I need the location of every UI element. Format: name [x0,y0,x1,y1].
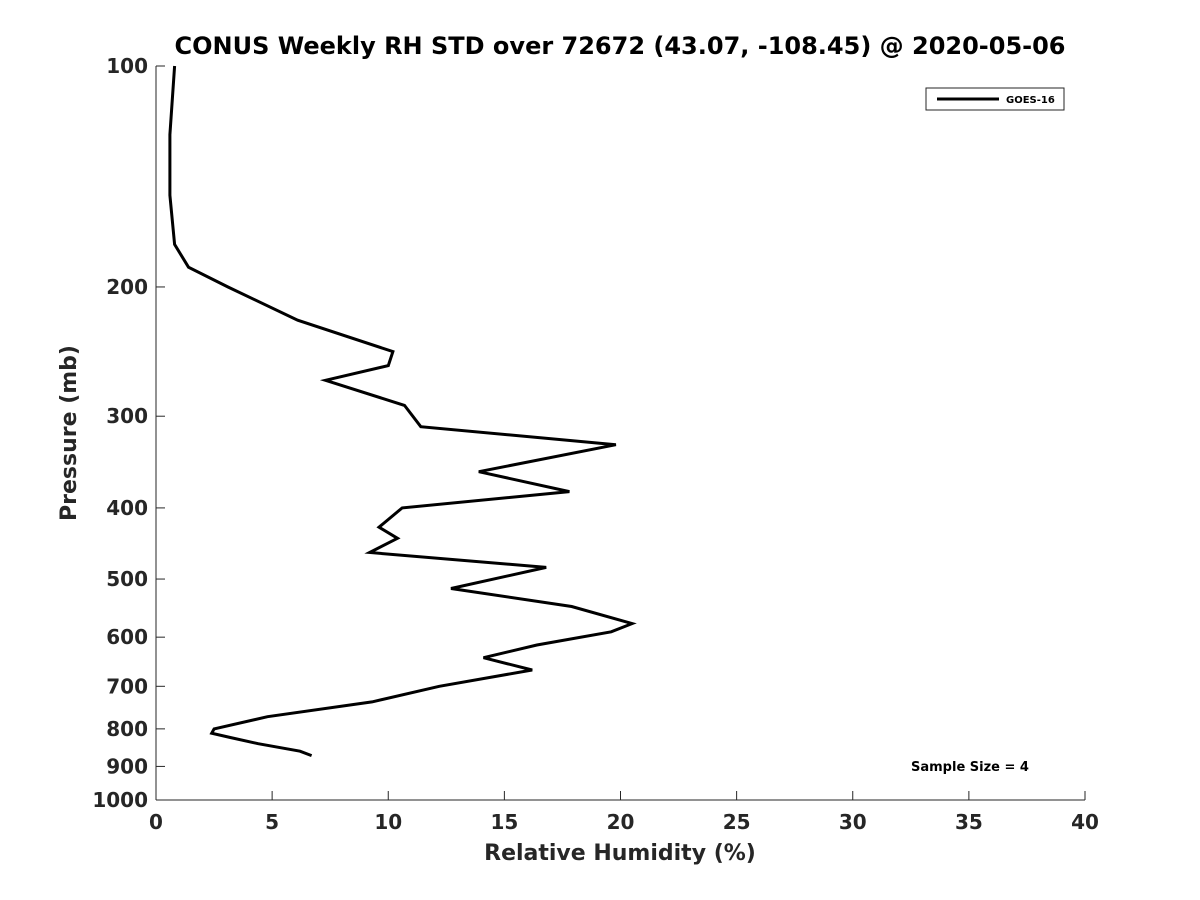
x-tick-label: 30 [839,810,867,834]
x-tick-label: 15 [490,810,518,834]
y-axis-ticks: 100 200 300 400 500 600 700 800 900 1000 [92,54,165,812]
sample-size-annotation: Sample Size = 4 [911,760,1029,775]
series-layer [168,65,637,758]
x-tick-label: 35 [955,810,983,834]
chart-title: CONUS Weekly RH STD over 72672 (43.07, -… [174,32,1065,60]
x-axis-ticks: 0 5 10 15 20 25 30 35 40 [149,791,1099,834]
y-tick-label: 300 [106,404,148,428]
x-tick-label: 20 [607,810,635,834]
series-line-goes-16 [168,65,637,758]
y-tick-label: 100 [106,54,148,78]
y-tick-label: 600 [106,625,148,649]
y-tick-label: 1000 [92,788,148,812]
y-tick-label: 400 [106,496,148,520]
x-tick-label: 10 [374,810,402,834]
y-tick-label: 200 [106,275,148,299]
y-tick-label: 800 [106,717,148,741]
x-tick-label: 40 [1071,810,1099,834]
y-tick-label: 900 [106,754,148,778]
x-tick-label: 5 [265,810,279,834]
y-tick-label: 700 [106,674,148,698]
y-axis-label: Pressure (mb) [57,345,82,521]
x-tick-label: 25 [723,810,751,834]
axes-box [156,66,1085,800]
x-tick-label: 0 [149,810,163,834]
legend-label-goes-16: GOES-16 [1006,95,1055,106]
plot-area: 0 5 10 15 20 25 30 35 40 100 200 300 400 500 600 700 80… [92,54,1099,834]
x-axis-label: Relative Humidity (%) [484,841,756,866]
legend: GOES-16 [925,87,1065,111]
y-tick-label: 500 [106,567,148,591]
